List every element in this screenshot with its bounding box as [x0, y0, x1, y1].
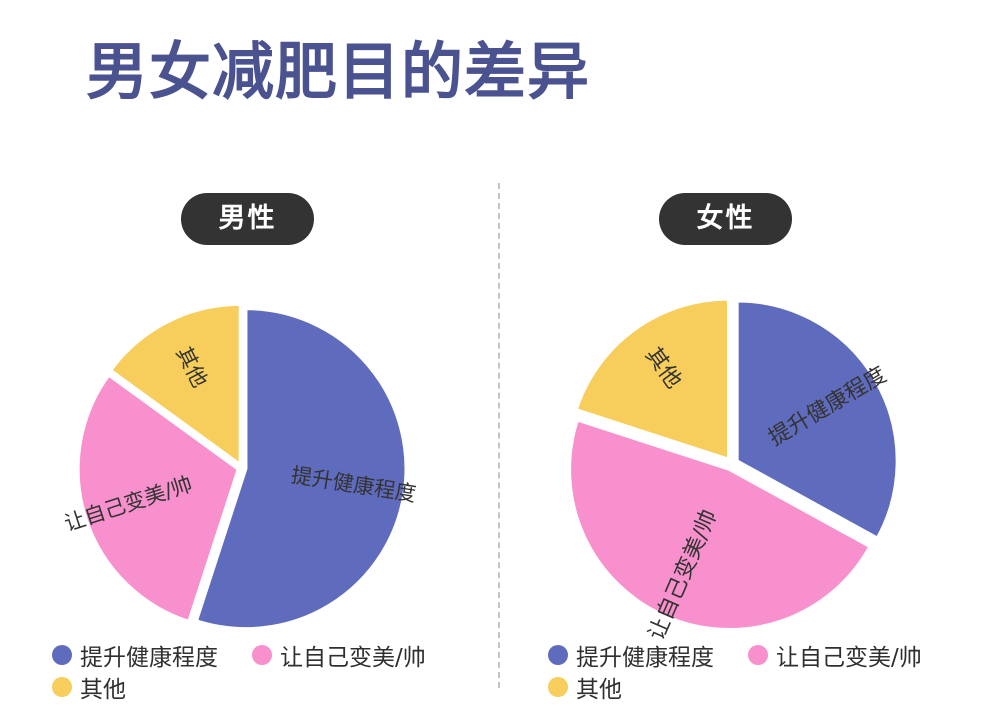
- legend-swatch-beauty: [748, 645, 768, 665]
- male-chart-panel: 男性 提升健康程度 让自己变美/帅 其他 提升健康程度 让自己变美/帅 其他: [0, 0, 495, 716]
- legend-item-other: 其他: [548, 672, 622, 703]
- legend-label-health: 提升健康程度: [80, 645, 218, 671]
- pie-slice-beauty: [568, 418, 872, 631]
- pie-slice-beauty: [76, 373, 240, 623]
- legend-swatch-health: [52, 645, 72, 665]
- legend-item-health: 提升健康程度: [52, 640, 218, 671]
- legend-label-health: 提升健康程度: [576, 645, 714, 671]
- page-title: 男女减肥目的差异: [86, 35, 591, 108]
- pie-slice-health: [735, 299, 899, 540]
- male-chart-title: 男性: [181, 193, 314, 245]
- legend-label-other: 其他: [576, 677, 622, 703]
- panel-divider: [498, 183, 500, 688]
- legend-item-health: 提升健康程度: [548, 640, 714, 671]
- female-chart-title: 女性: [659, 193, 792, 245]
- pie-slice-health: [195, 307, 408, 631]
- pie-slice-other: [574, 297, 730, 461]
- legend-swatch-other: [548, 677, 568, 697]
- legend-item-beauty: 让自己变美/帅: [748, 640, 922, 671]
- legend-swatch-beauty: [252, 645, 272, 665]
- legend-item-other: 其他: [52, 672, 126, 703]
- female-chart-panel: 女性 提升健康程度 让自己变美/帅 其他 提升健康程度 让自己变美/帅 其他: [496, 0, 991, 716]
- legend-label-other: 其他: [80, 677, 126, 703]
- legend-label-beauty: 让自己变美/帅: [280, 645, 426, 671]
- legend-swatch-other: [52, 677, 72, 697]
- legend-swatch-health: [548, 645, 568, 665]
- legend-label-beauty: 让自己变美/帅: [776, 645, 922, 671]
- legend-item-beauty: 让自己变美/帅: [252, 640, 426, 671]
- pie-slice-other: [109, 302, 242, 466]
